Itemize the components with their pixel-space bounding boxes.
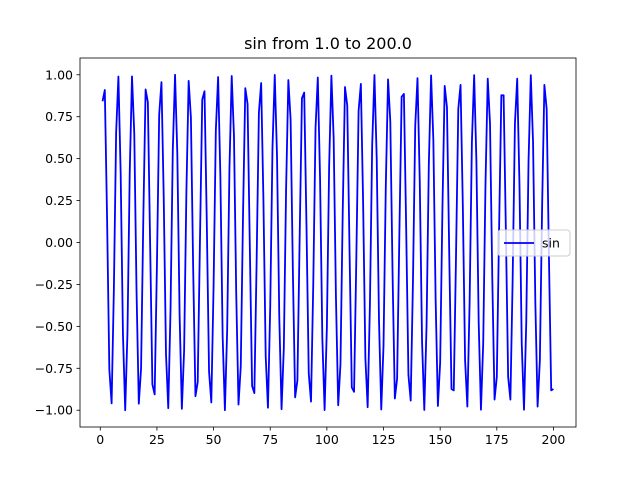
x-tick-label: 0 — [96, 432, 104, 447]
y-tick-label: 1.00 — [45, 67, 73, 82]
y-axis: −1.00 −0.75 −0.50 −0.25 0.00 0.25 0.50 0.75 1.00 — [35, 67, 80, 418]
series-layer — [101, 73, 554, 412]
x-axis: 0 25 50 75 100 125 150 175 200 — [96, 427, 565, 447]
x-tick-label: 50 — [206, 432, 222, 447]
y-tick-label: −1.00 — [35, 403, 73, 418]
x-tick-label: 25 — [149, 432, 165, 447]
x-tick-label: 200 — [542, 432, 566, 447]
y-tick-label: 0.25 — [45, 193, 73, 208]
y-tick-label: −0.50 — [35, 319, 73, 334]
y-tick-label: −0.75 — [35, 361, 73, 376]
legend-label-sin: sin — [542, 236, 560, 251]
y-tick-label: 0.50 — [45, 151, 73, 166]
x-tick-label: 100 — [315, 432, 339, 447]
axes-frame — [79, 57, 577, 428]
x-tick-label: 150 — [428, 432, 452, 447]
series-line-sin — [101, 73, 554, 412]
x-tick-label: 75 — [262, 432, 278, 447]
x-tick-label: 175 — [485, 432, 509, 447]
y-tick-label: 0.75 — [45, 109, 73, 124]
y-tick-label: 0.00 — [45, 235, 73, 250]
chart-title: sin from 1.0 to 200.0 — [244, 34, 412, 53]
x-tick-label: 125 — [372, 432, 396, 447]
legend: sin — [497, 229, 571, 257]
y-tick-label: −0.25 — [35, 277, 73, 292]
